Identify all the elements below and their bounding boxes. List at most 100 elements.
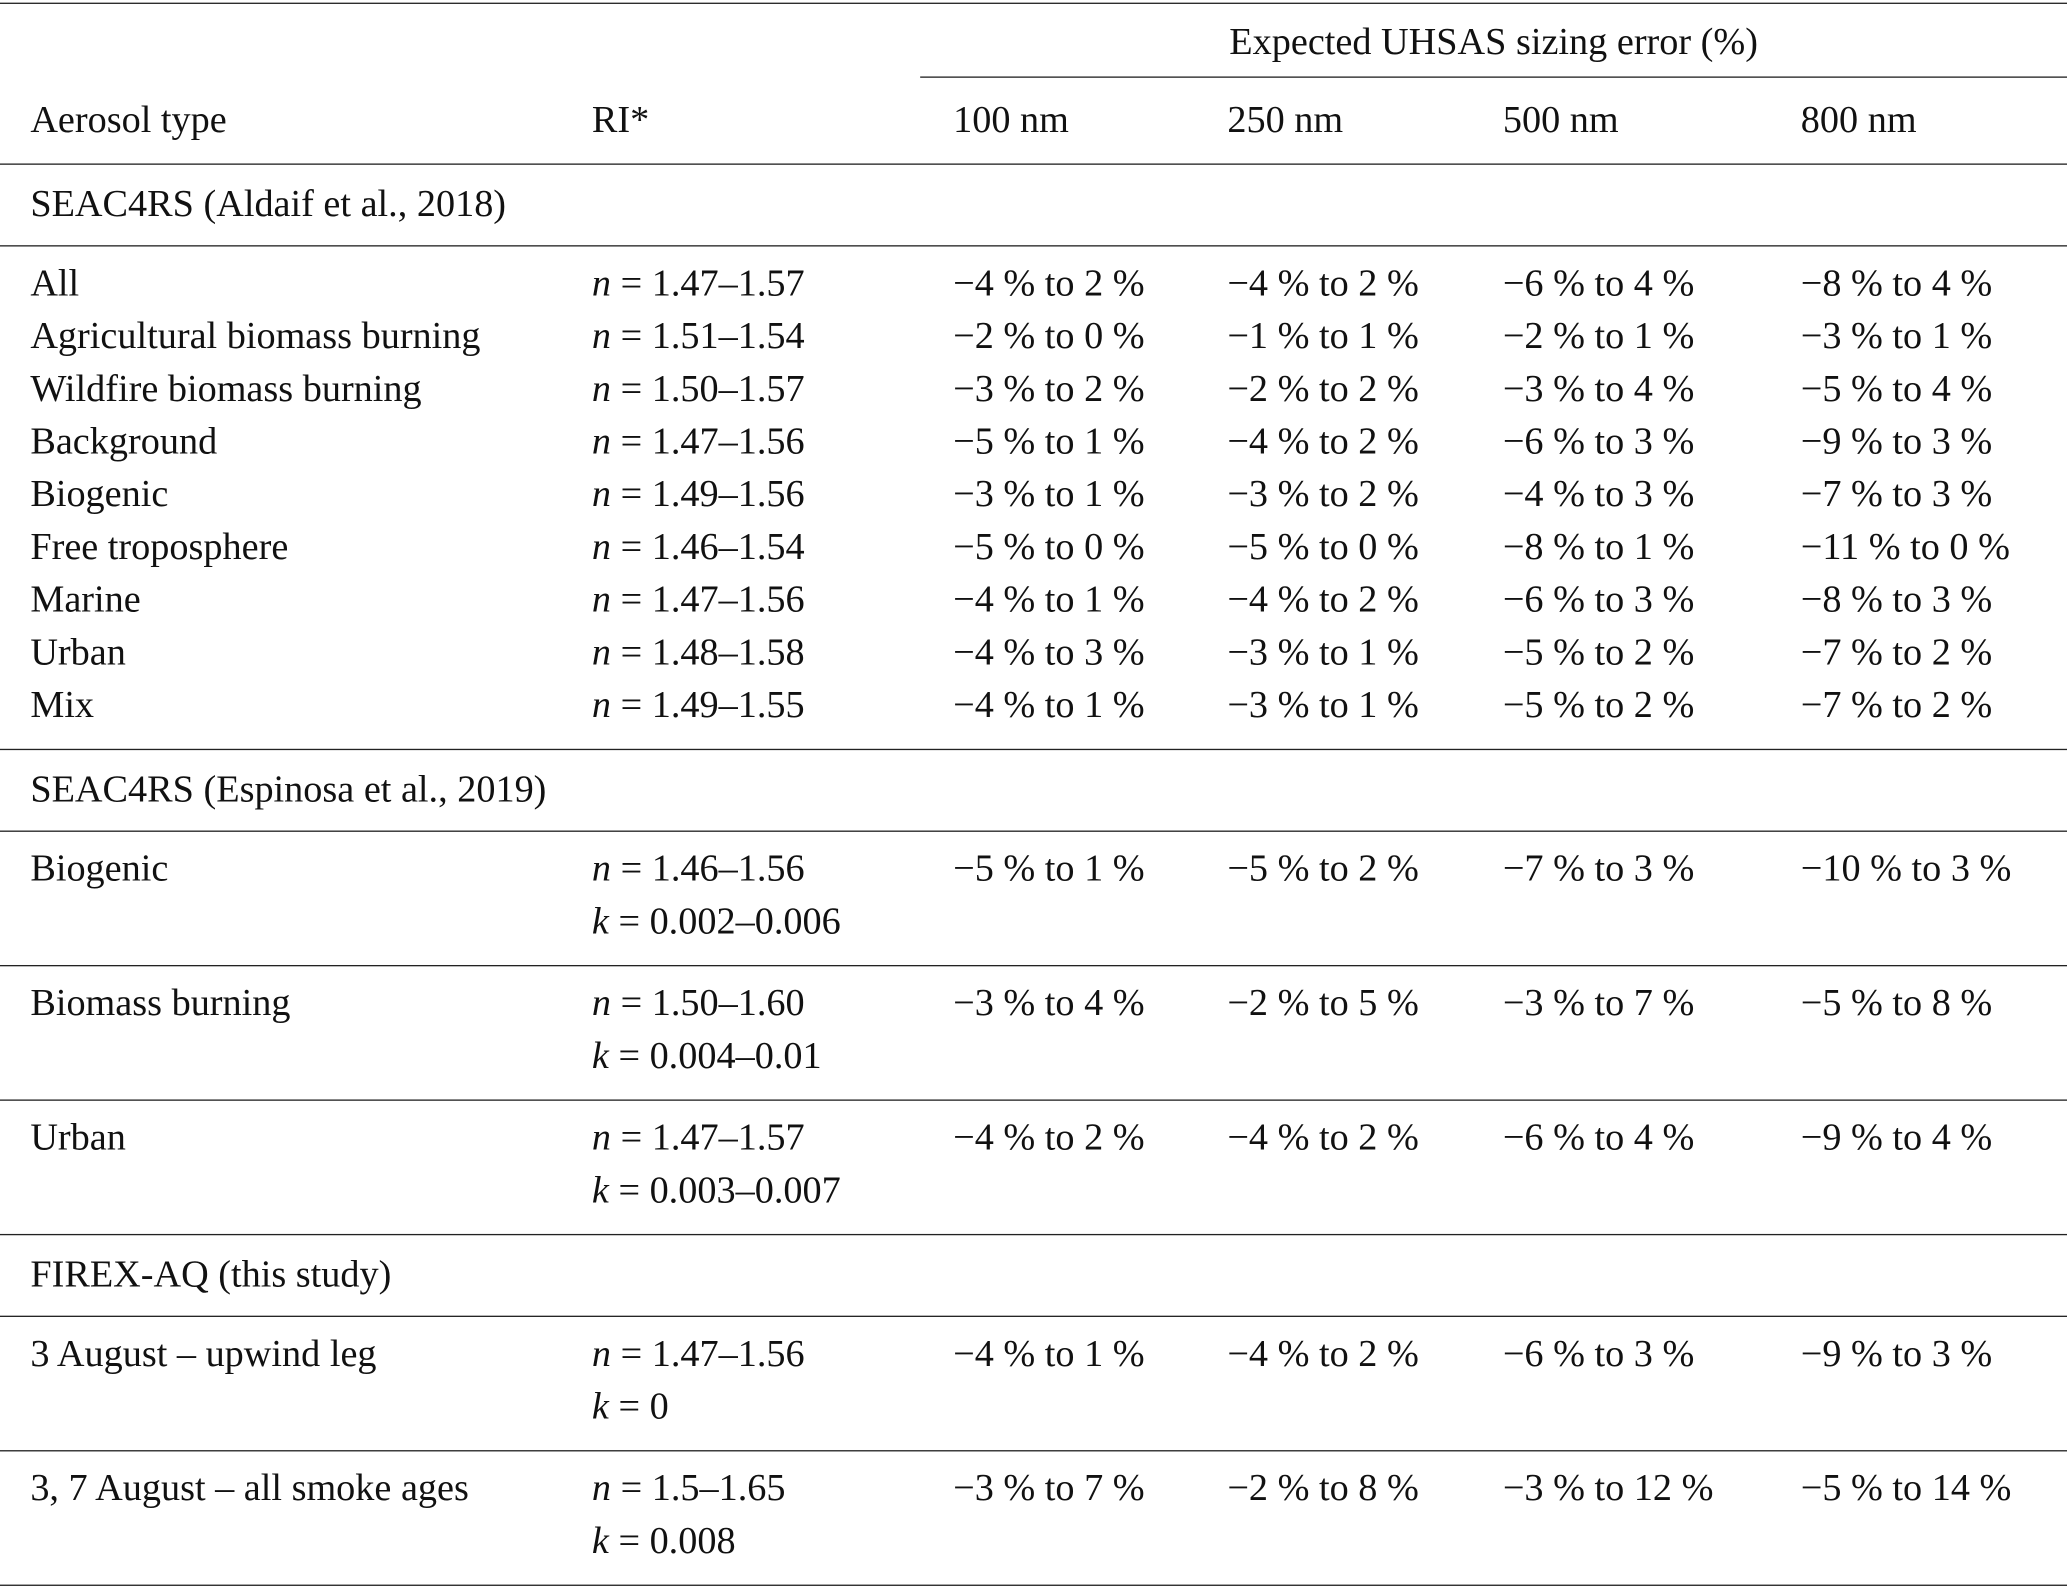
sizing-error: −5 % to 4 % (1800, 367, 1993, 410)
refractive-index: n = 1.50–1.60 (591, 982, 805, 1025)
sizing-error: −4 % to 1 % (953, 684, 1145, 727)
refractive-index: n = 1.47–1.57 (591, 262, 805, 305)
column-header: 500 nm (1502, 98, 1619, 142)
sizing-error: −4 % to 3 % (953, 631, 1145, 674)
aerosol-type: Free troposphere (30, 526, 289, 569)
rule (0, 245, 2067, 247)
sizing-error: −2 % to 2 % (1227, 367, 1419, 410)
column-header: Aerosol type (30, 98, 227, 142)
aerosol-type: Biogenic (30, 473, 169, 516)
refractive-index: k = 0.004–0.01 (591, 1034, 822, 1078)
rule (0, 1099, 2067, 1101)
sizing-error: −5 % to 2 % (1502, 631, 1695, 674)
aerosol-type: Background (30, 420, 218, 463)
sizing-error: −6 % to 3 % (1502, 420, 1695, 463)
sizing-error: −2 % to 0 % (953, 315, 1145, 358)
sizing-error: −4 % to 2 % (1227, 420, 1419, 463)
aerosol-type: Agricultural biomass burning (30, 315, 481, 358)
sizing-error: −9 % to 3 % (1800, 420, 1993, 463)
column-header: RI* (591, 98, 650, 142)
refractive-index: k = 0 (591, 1385, 669, 1428)
column-header: 100 nm (953, 98, 1069, 142)
sizing-error: −3 % to 2 % (953, 367, 1145, 410)
refractive-index: n = 1.46–1.56 (591, 847, 805, 890)
aerosol-type: Urban (30, 631, 126, 674)
refractive-index: k = 0.003–0.007 (591, 1169, 841, 1212)
section-title: SEAC4RS (Aldaif et al., 2018) (30, 183, 507, 226)
aerosol-type: Biomass burning (30, 982, 291, 1025)
sizing-error: −3 % to 2 % (1227, 473, 1419, 516)
rule (0, 1450, 2067, 1452)
sizing-error: −2 % to 8 % (1227, 1467, 1419, 1510)
rule (920, 76, 2067, 78)
refractive-index: n = 1.49–1.56 (591, 473, 805, 516)
sizing-error: −3 % to 12 % (1502, 1467, 1714, 1510)
refractive-index: n = 1.47–1.56 (591, 578, 805, 621)
sizing-error: −6 % to 3 % (1502, 578, 1695, 621)
sizing-error: −6 % to 4 % (1502, 262, 1695, 305)
sizing-error: −4 % to 1 % (953, 1332, 1145, 1375)
sizing-error: −8 % to 3 % (1800, 578, 1993, 621)
refractive-index: n = 1.46–1.54 (591, 526, 805, 569)
refractive-index: k = 0.002–0.006 (591, 900, 841, 943)
sizing-error: −5 % to 2 % (1502, 684, 1695, 727)
sizing-error: −4 % to 2 % (1227, 1116, 1419, 1159)
column-header: 800 nm (1800, 98, 1917, 142)
aerosol-type: All (30, 262, 80, 305)
sizing-error: −1 % to 1 % (1227, 315, 1419, 358)
sizing-error: −9 % to 3 % (1800, 1332, 1993, 1375)
aerosol-type: Biogenic (30, 847, 169, 890)
rule (0, 1315, 2067, 1317)
sizing-error: −7 % to 2 % (1800, 684, 1993, 727)
aerosol-type: Mix (30, 684, 95, 727)
sizing-error: −5 % to 0 % (1227, 526, 1419, 569)
sizing-error: −9 % to 4 % (1800, 1116, 1993, 1159)
aerosol-type: Urban (30, 1116, 126, 1159)
sizing-error: −5 % to 0 % (953, 526, 1145, 569)
refractive-index: n = 1.5–1.65 (591, 1467, 786, 1510)
rule (0, 1584, 2067, 1586)
sizing-error: −7 % to 3 % (1800, 473, 1993, 516)
sizing-error: −3 % to 1 % (1227, 631, 1419, 674)
sizing-error: −5 % to 1 % (953, 420, 1145, 463)
sizing-error: −7 % to 3 % (1502, 847, 1695, 890)
sizing-error: −7 % to 2 % (1800, 631, 1993, 674)
section-title: FIREX-AQ (this study) (30, 1253, 392, 1296)
sizing-error: −8 % to 1 % (1502, 526, 1695, 569)
sizing-error: −6 % to 3 % (1502, 1332, 1695, 1375)
refractive-index: n = 1.47–1.56 (591, 420, 805, 463)
sizing-error: −10 % to 3 % (1800, 847, 2012, 890)
rule (0, 1233, 2067, 1236)
refractive-index: n = 1.49–1.55 (591, 684, 805, 727)
sizing-error: −5 % to 1 % (953, 847, 1145, 890)
sizing-error: −11 % to 0 % (1800, 526, 2010, 569)
sizing-error: −3 % to 4 % (1502, 367, 1695, 410)
rule (0, 163, 2067, 165)
sizing-error: −4 % to 2 % (1227, 1332, 1419, 1375)
rule (0, 748, 2067, 751)
group-header: Expected UHSAS sizing error (%) (1229, 21, 1758, 64)
sizing-error: −3 % to 1 % (1800, 315, 1993, 358)
refractive-index: n = 1.48–1.58 (591, 631, 805, 674)
sizing-error: −5 % to 2 % (1227, 847, 1419, 890)
refractive-index: n = 1.50–1.57 (591, 367, 805, 410)
sizing-error: −4 % to 2 % (1227, 262, 1419, 305)
aerosol-type: 3, 7 August – all smoke ages (30, 1467, 469, 1510)
sizing-error: −4 % to 2 % (953, 1116, 1145, 1159)
sizing-error: −3 % to 1 % (953, 473, 1145, 516)
sizing-error: −5 % to 14 % (1800, 1467, 2012, 1510)
sizing-error: −6 % to 4 % (1502, 1116, 1695, 1159)
sizing-error: −2 % to 1 % (1502, 315, 1695, 358)
refractive-index: k = 0.008 (591, 1519, 736, 1563)
refractive-index: n = 1.47–1.56 (591, 1332, 805, 1375)
sizing-error: −4 % to 2 % (953, 262, 1145, 305)
rule (0, 2, 2067, 4)
section-title: SEAC4RS (Espinosa et al., 2019) (30, 768, 547, 811)
sizing-error: −3 % to 1 % (1227, 684, 1419, 727)
aerosol-type: Wildfire biomass burning (30, 367, 422, 410)
aerosol-type: 3 August – upwind leg (30, 1332, 377, 1375)
sizing-error: −3 % to 7 % (953, 1467, 1145, 1510)
rule (0, 964, 2067, 967)
sizing-error: −4 % to 2 % (1227, 578, 1419, 621)
